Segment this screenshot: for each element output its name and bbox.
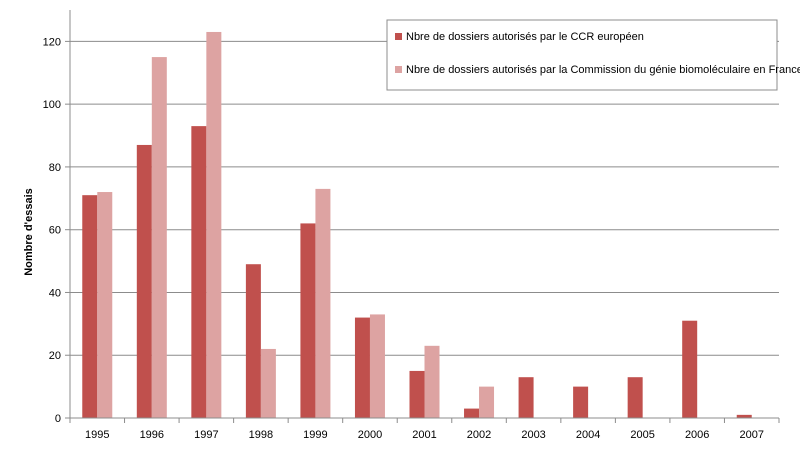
bar-series-1[interactable] (191, 126, 207, 418)
y-tick-label: 60 (49, 225, 61, 237)
legend[interactable]: Nbre de dossiers autorisés par le CCR eu… (386, 19, 800, 91)
bar-series-1[interactable] (409, 370, 425, 418)
bar-series-2[interactable] (260, 348, 276, 418)
bar-series-1[interactable] (573, 386, 589, 418)
x-tick-label: 1995 (85, 429, 109, 441)
legend-swatch-1 (395, 33, 402, 40)
bar-series-1[interactable] (82, 195, 98, 418)
bar-series-2[interactable] (479, 386, 495, 418)
bar-series-2[interactable] (97, 192, 113, 418)
bar-series-2[interactable] (206, 31, 222, 418)
legend-box (386, 19, 778, 91)
bar-series-1[interactable] (682, 320, 698, 418)
y-tick-labels: 0 20 40 60 80 100 120 (43, 36, 61, 425)
bar-series-1[interactable] (464, 408, 480, 418)
x-tick-label: 1998 (249, 429, 273, 441)
bar-series-2[interactable] (315, 188, 331, 418)
x-tick-label: 2004 (576, 429, 600, 441)
bar-series-2[interactable] (369, 314, 385, 418)
x-tick-label: 1999 (303, 429, 327, 441)
x-tick-label: 2002 (467, 429, 491, 441)
y-tick-label: 80 (49, 162, 61, 174)
x-tick-label: 2003 (521, 429, 545, 441)
x-tick-label: 2001 (412, 429, 436, 441)
x-tick-label: 2006 (685, 429, 709, 441)
y-tick-label: 0 (55, 413, 61, 425)
axes (65, 10, 780, 423)
bar-series-1[interactable] (354, 317, 370, 418)
bar-series-1[interactable] (300, 223, 316, 418)
bar-series-2[interactable] (151, 57, 167, 418)
y-tick-label: 40 (49, 287, 61, 299)
y-tick-label: 20 (49, 350, 61, 362)
bars (82, 31, 752, 418)
x-tick-labels: 1995 1996 1997 1998 1999 2000 2001 2002 2003 2004… (85, 429, 764, 441)
y-tick-label: 120 (43, 36, 61, 48)
x-tick-label: 1997 (194, 429, 218, 441)
legend-label-1: Nbre de dossiers autorisés par le CCR eu… (406, 31, 644, 43)
legend-swatch-2 (395, 66, 402, 73)
bar-series-1[interactable] (627, 377, 643, 418)
bar-series-1[interactable] (136, 144, 152, 418)
y-axis-label: Nombre d'essais (23, 188, 35, 276)
legend-label-2: Nbre de dossiers autorisés par la Commis… (406, 64, 800, 76)
bar-series-1[interactable] (736, 414, 752, 418)
x-tick-label: 2007 (739, 429, 763, 441)
x-tick-label: 1996 (140, 429, 164, 441)
x-tick-label: 2000 (358, 429, 382, 441)
x-tick-label: 2005 (630, 429, 654, 441)
y-tick-label: 100 (43, 99, 61, 111)
bar-series-1[interactable] (245, 264, 261, 418)
bar-series-2[interactable] (424, 345, 440, 418)
bar-series-1[interactable] (518, 377, 534, 418)
